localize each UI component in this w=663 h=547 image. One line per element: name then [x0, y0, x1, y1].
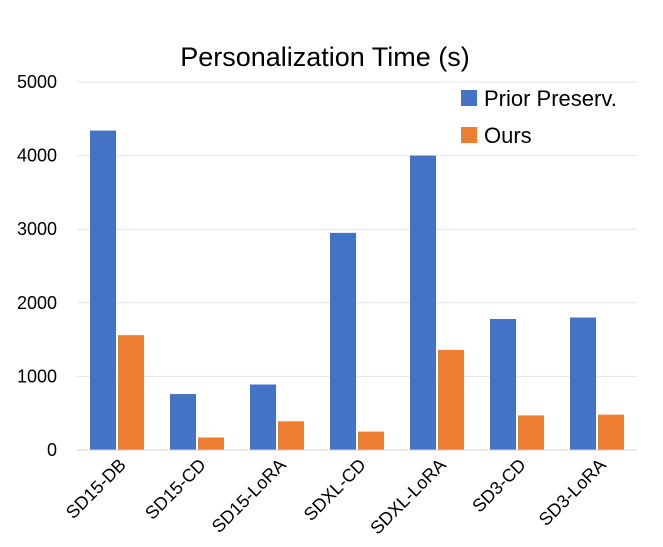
bar-prior-preserv-sd15-db — [90, 130, 116, 451]
chart-title: Personalization Time (s) — [180, 42, 470, 72]
legend: Prior Preserv. Ours — [461, 86, 617, 148]
x-tick-label-sdxl-cd: SDXL-CD — [300, 455, 370, 525]
y-tick-label-4000: 4000 — [17, 146, 57, 166]
x-tick-label-sd15-lora: SD15-LoRA — [208, 455, 290, 537]
bar-ours-sd15-lora — [278, 421, 304, 450]
gridlines — [77, 81, 637, 377]
y-tick-label-2000: 2000 — [17, 293, 57, 313]
x-tick-label-sdxl-lora: SDXL-LoRA — [366, 455, 449, 538]
bar-prior-preserv-sd3-cd — [490, 318, 516, 450]
bar-ours-sd3-lora — [598, 414, 624, 450]
x-tick-label-sd3-lora: SD3-LoRA — [535, 455, 610, 530]
y-tick-label-3000: 3000 — [17, 219, 57, 239]
bar-ours-sdxl-cd — [358, 431, 384, 450]
bars — [90, 130, 624, 451]
x-tick-label-sd3-cd: SD3-CD — [468, 455, 530, 517]
x-tick-label-sd15-db: SD15-DB — [62, 455, 130, 523]
bar-prior-preserv-sdxl-cd — [330, 232, 356, 450]
bar-ours-sdxl-lora — [438, 349, 464, 450]
bar-prior-preserv-sd15-lora — [250, 384, 276, 450]
legend-swatch-prior-preserv — [461, 90, 477, 106]
y-tick-label-5000: 5000 — [17, 72, 57, 92]
y-tick-label-1000: 1000 — [17, 366, 57, 386]
bar-ours-sd3-cd — [518, 415, 544, 450]
legend-label-prior-preserv: Prior Preserv. — [484, 86, 617, 111]
y-tick-label-0: 0 — [47, 440, 57, 460]
legend-swatch-ours — [461, 127, 477, 143]
bar-prior-preserv-sd15-cd — [170, 394, 196, 450]
bar-ours-sd15-db — [118, 335, 144, 450]
y-axis-ticks: 0 1000 2000 3000 4000 5000 — [17, 72, 57, 460]
x-tick-label-sd15-cd: SD15-CD — [141, 455, 210, 524]
bar-prior-preserv-sd3-lora — [570, 317, 596, 450]
bar-ours-sd15-cd — [198, 437, 224, 450]
legend-label-ours: Ours — [484, 123, 532, 148]
bar-prior-preserv-sdxl-lora — [410, 155, 436, 450]
